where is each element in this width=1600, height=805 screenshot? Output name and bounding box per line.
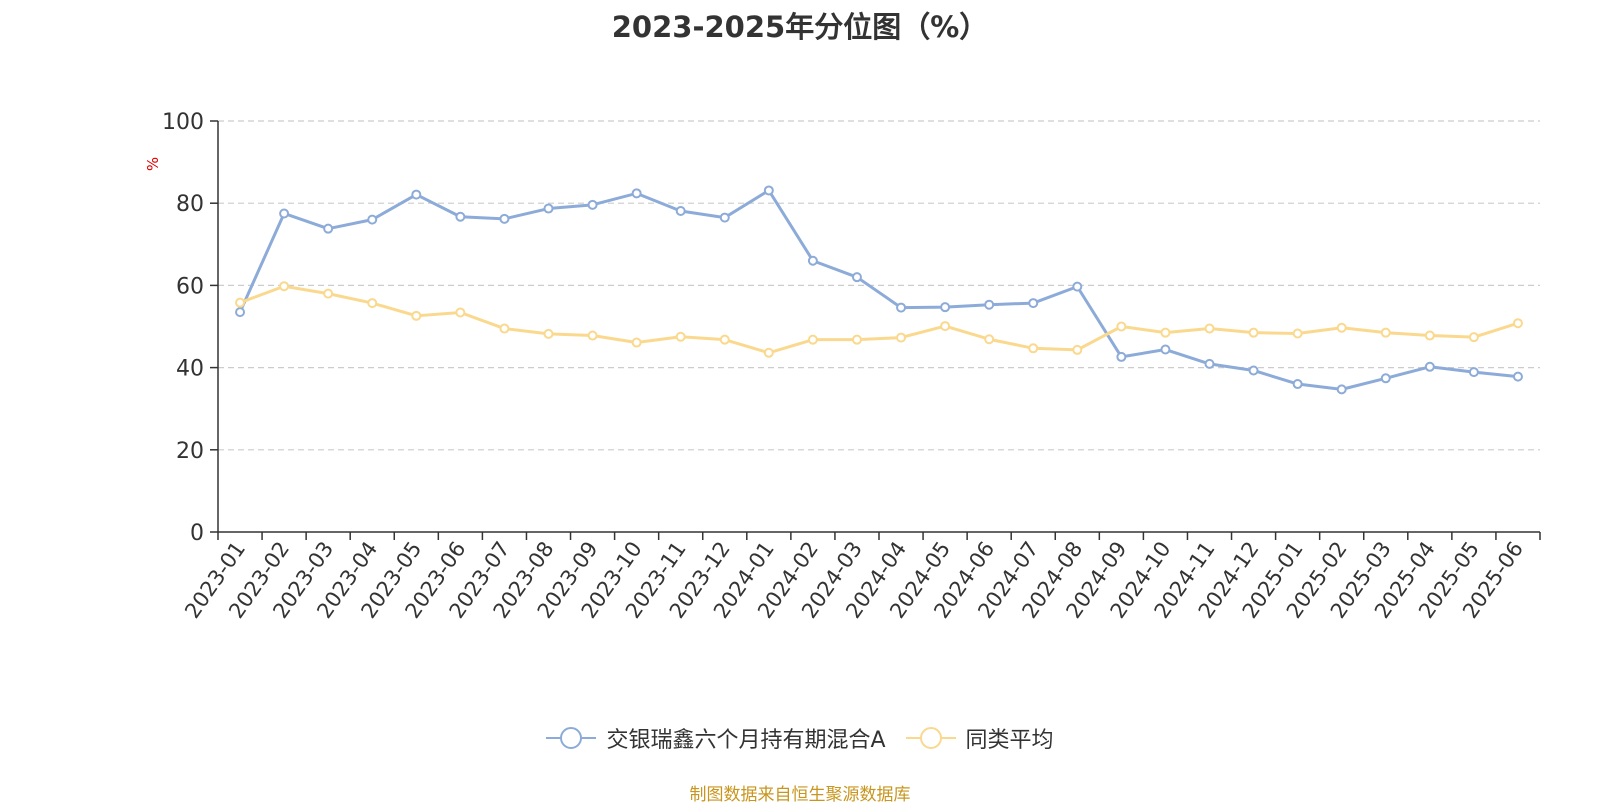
data-point	[675, 331, 686, 342]
y-axis-unit-label: %	[144, 157, 162, 171]
data-point	[323, 223, 334, 234]
legend-label-average: 同类平均	[965, 728, 1054, 753]
data-point	[719, 334, 730, 345]
data-point	[235, 297, 246, 308]
data-point	[367, 298, 378, 309]
y-tick-label: 80	[176, 192, 204, 217]
data-point	[587, 199, 598, 210]
data-point	[1248, 327, 1259, 338]
data-point	[719, 212, 730, 223]
data-point	[279, 208, 290, 219]
data-point	[631, 188, 642, 199]
data-point	[1072, 281, 1083, 292]
data-point	[1116, 351, 1127, 362]
series-lines	[235, 185, 1523, 395]
data-point	[1292, 379, 1303, 390]
data-point	[1424, 330, 1435, 341]
data-point	[675, 206, 686, 217]
data-point	[1160, 327, 1171, 338]
data-point	[323, 288, 334, 299]
data-point	[279, 281, 290, 292]
legend-item-fund[interactable]: 交银瑞鑫六个月持有期混合A	[546, 722, 886, 754]
data-point	[763, 185, 774, 196]
data-point	[1512, 318, 1523, 329]
data-point	[763, 347, 774, 358]
data-point	[984, 334, 995, 345]
series-line	[239, 284, 1519, 355]
data-point	[631, 337, 642, 348]
y-tick-labels: 0 20 40 60 80 100	[162, 110, 204, 546]
data-point	[499, 213, 510, 224]
legend-label-fund: 交银瑞鑫六个月持有期混合A	[606, 728, 886, 753]
data-point	[1424, 361, 1435, 372]
grid-lines	[218, 120, 1540, 451]
data-point	[1468, 332, 1479, 343]
data-point	[1160, 344, 1171, 355]
y-tick-label: 40	[176, 357, 204, 382]
data-point	[1468, 367, 1479, 378]
data-point	[1380, 327, 1391, 338]
data-point	[367, 214, 378, 225]
data-point	[1116, 321, 1127, 332]
data-point	[411, 189, 422, 200]
data-point	[1292, 328, 1303, 339]
legend-symbol-fund	[546, 727, 597, 749]
data-point	[1204, 358, 1215, 369]
data-point	[587, 330, 598, 341]
data-point	[851, 334, 862, 345]
data-point	[543, 203, 554, 214]
chart-title: 2023-2025年分位图（%）	[611, 10, 989, 44]
data-point	[543, 328, 554, 339]
data-point	[1204, 323, 1215, 334]
series-line	[238, 188, 1519, 391]
axes	[210, 120, 1541, 540]
legend-symbol-average	[905, 727, 956, 749]
data-point	[1380, 373, 1391, 384]
data-point	[1028, 343, 1039, 354]
data-point	[807, 255, 818, 266]
y-tick-label: 0	[190, 521, 204, 546]
data-point	[455, 307, 466, 318]
y-tick-label: 20	[176, 439, 204, 464]
source-note: 制图数据来自恒生聚源数据库	[689, 785, 911, 805]
data-point	[851, 272, 862, 283]
data-point	[1072, 344, 1083, 355]
data-point	[807, 334, 818, 345]
legend: 交银瑞鑫六个月持有期混合A 同类平均	[0, 722, 1600, 754]
data-point	[896, 332, 907, 343]
data-point	[896, 302, 907, 313]
legend-item-average[interactable]: 同类平均	[905, 722, 1054, 754]
data-point	[940, 321, 951, 332]
x-tick-labels: 2023-012023-022023-032023-042023-052023-…	[180, 537, 1528, 623]
data-point	[1336, 322, 1347, 333]
data-point	[940, 302, 951, 313]
y-tick-label: 100	[162, 110, 204, 135]
data-point	[499, 323, 510, 334]
data-point	[1512, 371, 1523, 382]
data-point	[411, 310, 422, 321]
data-point	[455, 211, 466, 222]
data-point	[1336, 384, 1347, 395]
data-point	[1248, 365, 1259, 376]
data-point	[984, 299, 995, 310]
data-point	[235, 307, 246, 318]
y-tick-label: 60	[176, 274, 204, 299]
data-point	[1028, 298, 1039, 309]
